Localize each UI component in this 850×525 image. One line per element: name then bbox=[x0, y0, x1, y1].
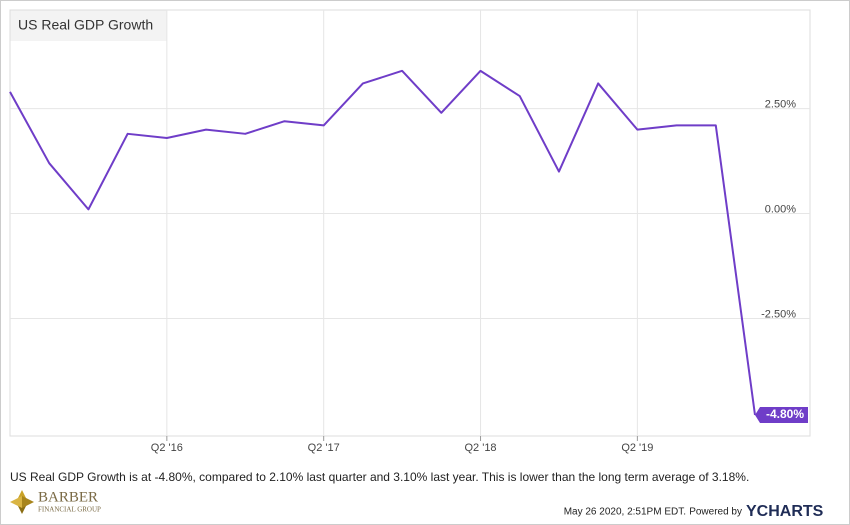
title-box bbox=[10, 10, 167, 41]
x-tick-label: Q2 '16 bbox=[151, 442, 183, 454]
powered-by: Powered by bbox=[689, 507, 742, 518]
y-tick-label: 0.00% bbox=[765, 203, 796, 215]
line bbox=[9, 69, 756, 416]
x-tick-label: Q2 '19 bbox=[621, 442, 653, 454]
logo: BARBER FINANCIAL GROUP bbox=[10, 489, 101, 514]
y-tick-label: 2.50% bbox=[765, 99, 796, 111]
x-tick-label: Q2 '17 bbox=[308, 442, 340, 454]
brand: YCHARTS bbox=[746, 503, 824, 520]
y-tick-label: -2.50% bbox=[761, 308, 796, 320]
chart-title: US Real GDP Growth bbox=[18, 17, 153, 33]
logo-subtitle: FINANCIAL GROUP bbox=[38, 506, 101, 514]
logo-name: BARBER bbox=[38, 489, 98, 505]
timestamp: May 26 2020, 2:51PM EDT. bbox=[564, 507, 686, 518]
description: US Real GDP Growth is at -4.80%, compare… bbox=[10, 470, 749, 484]
logo-shape bbox=[22, 496, 34, 508]
value-label: -4.80% bbox=[766, 407, 804, 421]
logo-shape bbox=[10, 496, 22, 508]
plot-area bbox=[9, 9, 811, 437]
x-tick-label: Q2 '18 bbox=[464, 442, 496, 454]
value-badge bbox=[755, 407, 808, 424]
